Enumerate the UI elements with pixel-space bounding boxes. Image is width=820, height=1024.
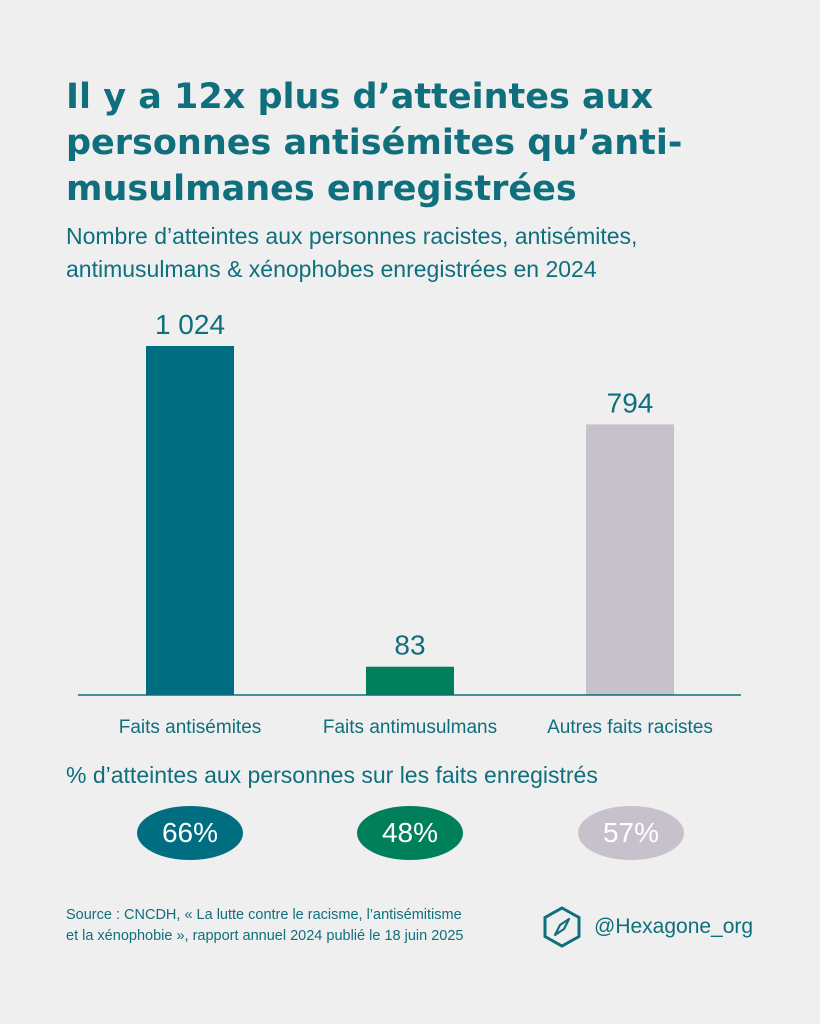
category-label-0: Faits antisémites <box>119 717 262 738</box>
bar-2 <box>586 424 674 695</box>
bar-value-label-2: 794 <box>607 387 654 418</box>
bar-value-label-1: 83 <box>394 630 425 661</box>
hexagon-compass-icon <box>543 906 581 948</box>
chart-title: Il y a 12x plus d’atteintes aux personne… <box>66 77 683 209</box>
percent-badge-autres: 57% <box>578 806 684 860</box>
bar-chart: 1 024 Faits antisémites 83 Faits antimusulm… <box>78 309 741 738</box>
bar-1 <box>366 666 454 695</box>
bars-group: 1 024 Faits antisémites 83 Faits antimusulm… <box>119 309 713 738</box>
category-label-1: Faits antimusulmans <box>323 717 497 738</box>
bar-0 <box>146 346 234 695</box>
brand[interactable]: @Hexagone_org <box>540 905 753 949</box>
category-label-2: Autres faits racistes <box>547 717 713 738</box>
bar-value-label-0: 1 024 <box>155 309 225 340</box>
brand-handle: @Hexagone_org <box>594 915 754 938</box>
percent-heading: % d’atteintes aux personnes sur les fait… <box>66 762 598 788</box>
percent-badge-antimusulmans: 48% <box>357 806 463 860</box>
chart-subtitle: Nombre d’atteintes aux personnes raciste… <box>66 223 638 282</box>
source-note: Source : CNCDH, « La lutte contre le rac… <box>66 907 464 944</box>
percent-badge-antisemites: 66% <box>137 806 243 860</box>
